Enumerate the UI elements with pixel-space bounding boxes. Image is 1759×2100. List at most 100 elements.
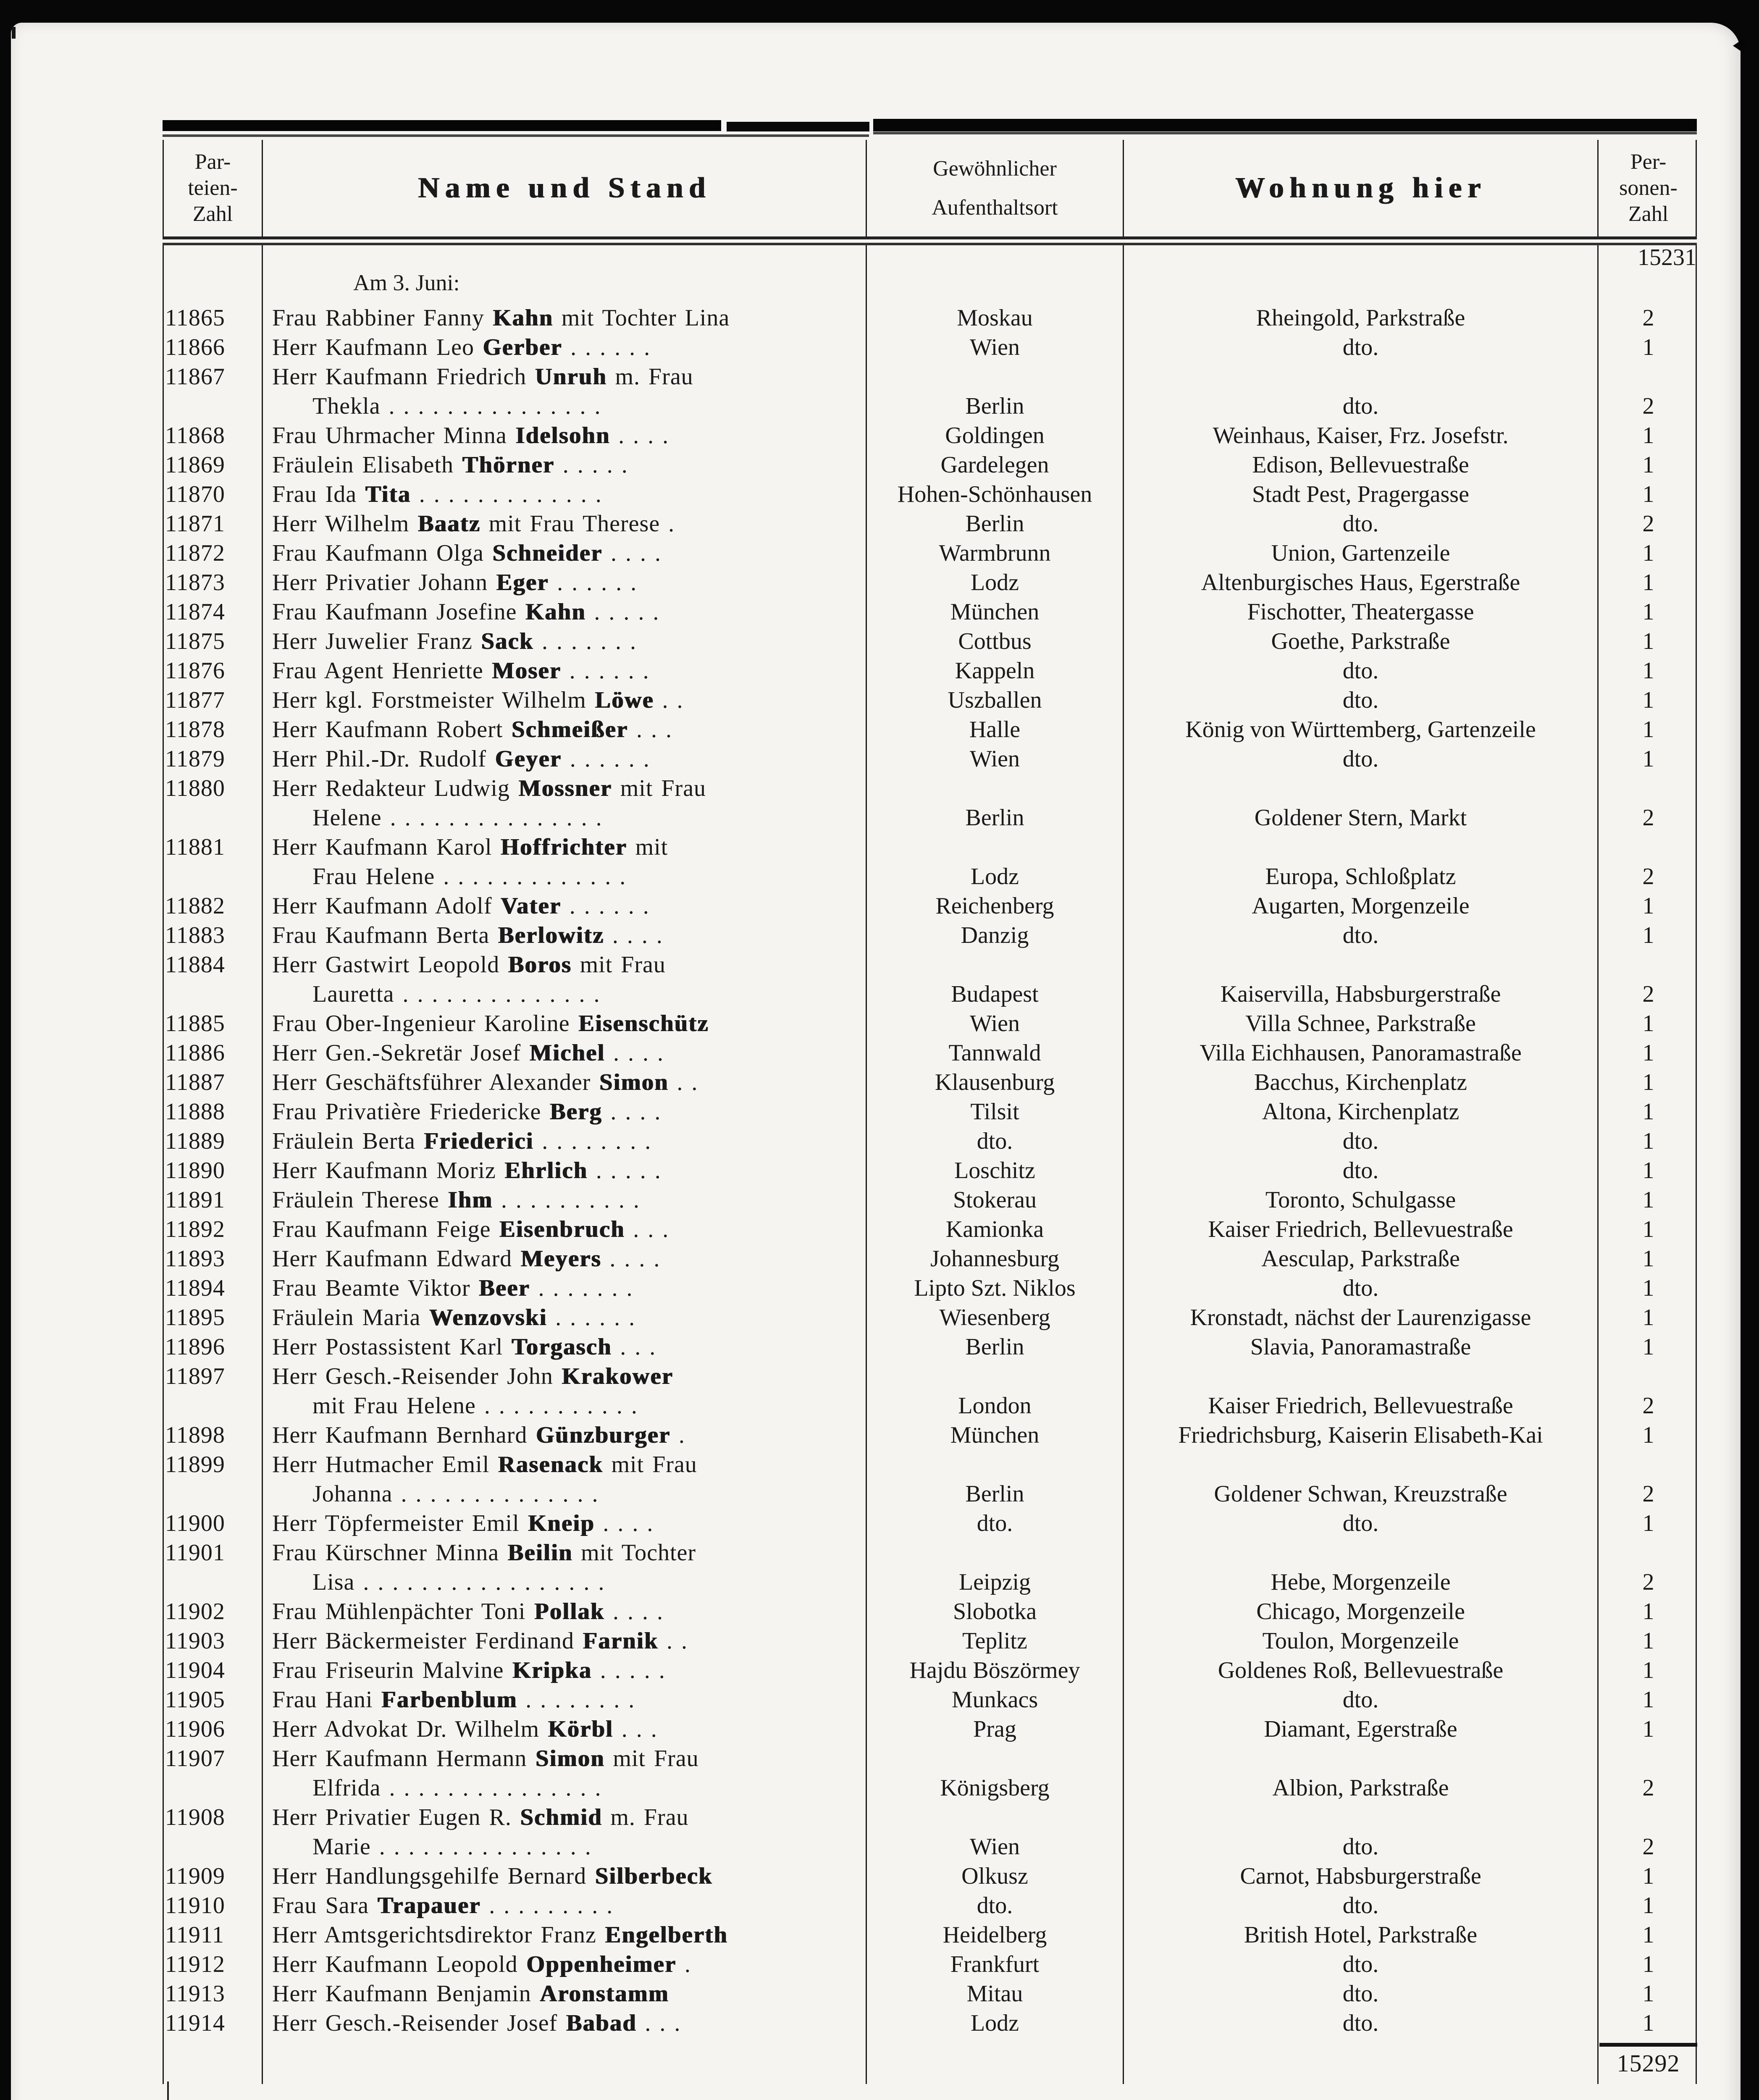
origin-cell: Gardelegen [866, 450, 1123, 480]
parteien-zahl-cell: 11903 [165, 1628, 225, 1654]
parteien-zahl-cell: 11890 [165, 1158, 225, 1184]
surname: Aronstamm [539, 1981, 669, 2007]
lodging-value: Villa Schnee, Parkstraße [1245, 1011, 1476, 1037]
origin-value: Kamionka [945, 1216, 1044, 1242]
lodging-cell: Europa, Schloßplatz [1123, 832, 1597, 891]
origin-cell: Berlin [866, 509, 1123, 538]
origin-cell: Lodz [866, 832, 1123, 891]
name-suffix: mit [627, 834, 668, 860]
origin-value: Loschitz [954, 1158, 1035, 1184]
parteien-zahl-cell: 11913 [165, 1981, 225, 2007]
origin-value: Johannesburg [930, 1246, 1059, 1272]
name-line: Herr Geschäftsführer Alexander Simon . . [263, 1068, 866, 1097]
name-cell: Herr Kaufmann Leo Gerber . . . . . . [262, 333, 866, 362]
lodging-cell: Albion, Parkstraße [1123, 1744, 1597, 1803]
name-cell: Herr Wilhelm Baatz mit Frau Therese . [262, 509, 866, 538]
name-line-2: Lauretta . . . . . . . . . . . . . . [312, 981, 600, 1007]
table-row: 11904 Frau Friseurin Malvine Kripka . . .… [163, 1656, 1697, 1685]
lodging-cell: dto. [1123, 685, 1597, 715]
origin-value: Reichenberg [935, 893, 1054, 919]
paper-sheet [11, 23, 1741, 2100]
persons-cell: 2 [1597, 303, 1698, 333]
origin-cell: Kappeln [866, 656, 1123, 685]
name-line: Herr Privatier Johann Eger . . . . . . [263, 568, 866, 597]
table-row: 11867 Herr Kaufmann Friedrich Unruh m. Fr… [163, 362, 1697, 421]
name-line: Frau Ober-Ingenieur Karoline Eisenschütz [263, 1009, 866, 1038]
name-suffix: mit Tochter Lina [553, 305, 730, 331]
lodging-value: dto. [1342, 922, 1379, 948]
persons-cell: 1 [1597, 1509, 1698, 1538]
lodging-cell: Goldener Schwan, Kreuzstraße [1123, 1450, 1597, 1509]
lodging-cell: Carnot, Habsburgerstraße [1123, 1861, 1597, 1891]
name-prefix: Herr Bäckermeister Ferdinand [272, 1628, 583, 1654]
name-prefix: Herr Privatier Eugen R. [272, 1804, 520, 1830]
lodging-cell: Stadt Pest, Pragergasse [1123, 480, 1597, 509]
persons-cell: 1 [1597, 1950, 1698, 1979]
persons-cell: 1 [1597, 1273, 1698, 1303]
name-line: Herr Kaufmann Leopold Oppenheimer . [263, 1950, 866, 1979]
persons-cell: 1 [1597, 1156, 1698, 1185]
lodging-value: dto. [1342, 2010, 1379, 2036]
lodging-value: Toulon, Morgenzeile [1262, 1628, 1459, 1654]
table-row: 11865 Frau Rabbiner Fanny Kahn mit Tochte… [163, 303, 1697, 333]
persons-cell: 1 [1597, 1861, 1698, 1891]
surname: Kahn [492, 305, 553, 331]
name-cell: Frau Beamte Viktor Beer . . . . . . . [262, 1273, 866, 1303]
table-row: 11872 Frau Kaufmann Olga Schneider . . . … [163, 538, 1697, 568]
persons-value: 1 [1642, 1099, 1654, 1125]
name-prefix: Frau Kürschner Minna [272, 1540, 508, 1566]
origin-cell: Johannesburg [866, 1244, 1123, 1273]
lodging-cell: dto. [1123, 656, 1597, 685]
parteien-zahl-cell: 11898 [165, 1422, 225, 1448]
parteien-zahl-cell: 11870 [165, 481, 225, 507]
name-suffix: mit Frau [612, 775, 706, 801]
name-prefix: Herr Kaufmann Karol [272, 834, 501, 860]
persons-cell: 2 [1597, 362, 1698, 421]
name-suffix: m. Frau [602, 1804, 689, 1830]
persons-value: 1 [1642, 1305, 1654, 1331]
origin-cell: Tannwald [866, 1038, 1123, 1068]
name-suffix: mit Tochter [572, 1540, 696, 1566]
table-row: 11890 Herr Kaufmann Moriz Ehrlich . . . .… [163, 1156, 1697, 1185]
persons-cell: 1 [1597, 1097, 1698, 1126]
origin-value: München [950, 1422, 1040, 1448]
table-row: 11899 Herr Hutmacher Emil Rasenack mit Fr… [163, 1450, 1697, 1509]
origin-value: Lodz [970, 2010, 1019, 2036]
table-row: 11876 Frau Agent Henriette Moser . . . . … [163, 656, 1697, 685]
name-suffix: . . . . . . . . [533, 1128, 651, 1154]
guest-list-table: Par- teien- Zahl Name und Stand Gewöhnli… [163, 119, 1697, 2084]
table-row: 11875 Herr Juwelier Franz Sack . . . . . … [163, 627, 1697, 656]
surname: Schmid [520, 1804, 602, 1830]
parteien-zahl-cell: 11912 [165, 1951, 225, 1977]
name-prefix: Frau Ida [272, 481, 365, 507]
empty-cell [262, 245, 866, 270]
origin-value: Frankfurt [950, 1951, 1040, 1977]
table-row: 11881 Herr Kaufmann Karol Hoffrichter mit… [163, 832, 1697, 891]
origin-cell: Tilsit [866, 1097, 1123, 1126]
origin-cell: Hajdu Böszörmey [866, 1656, 1123, 1685]
persons-value: 1 [1642, 1893, 1654, 1919]
origin-cell: dto. [866, 1509, 1123, 1538]
name-cell: Fräulein Therese Ihm . . . . . . . . . . [262, 1185, 866, 1215]
persons-value: 1 [1642, 452, 1654, 478]
lodging-value: Goldener Stern, Markt [1254, 805, 1467, 831]
name-line: Frau Uhrmacher Minna Idelsohn . . . . [263, 421, 866, 450]
name-suffix: . . . . . . . . . . . . . [410, 481, 602, 507]
header-line: Gewöhnlicher [933, 157, 1057, 181]
name-prefix: Frau Beamte Viktor [272, 1275, 479, 1301]
table-row: 11894 Frau Beamte Viktor Beer . . . . . .… [163, 1273, 1697, 1303]
name-prefix: Herr kgl. Forstmeister Wilhelm [272, 687, 595, 713]
origin-cell: Lodz [866, 568, 1123, 597]
lodging-cell: dto. [1123, 921, 1597, 950]
name-cell: Herr Advokat Dr. Wilhelm Körbl . . . [262, 1714, 866, 1744]
surname: Baatz [417, 511, 480, 537]
lodging-cell: dto. [1123, 1156, 1597, 1185]
name-prefix: Herr Gen.-Sekretär Josef [272, 1040, 530, 1066]
empty-cell [1123, 245, 1597, 270]
lodging-value: dto. [1342, 1158, 1379, 1184]
top-rule-segment [727, 122, 869, 131]
lodging-value: Fischotter, Theatergasse [1247, 599, 1474, 625]
persons-cell: 1 [1597, 538, 1698, 568]
empty-cell [164, 270, 262, 296]
parteien-zahl-cell: 11867 [165, 364, 225, 390]
